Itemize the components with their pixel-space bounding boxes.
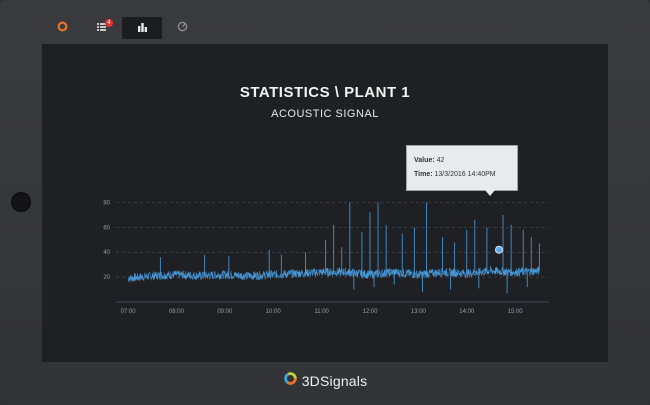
page-title: STATISTICS \ PLANT 1	[239, 84, 411, 101]
x-tick-label: 07:00	[121, 309, 137, 315]
bar-chart-icon	[137, 19, 148, 37]
y-tick-label: 40	[103, 250, 110, 256]
brand-name: 3DSignals	[301, 373, 368, 389]
x-tick-label: 13:00	[411, 309, 427, 315]
x-tick-label: 10:00	[266, 309, 282, 315]
tab-alerts[interactable]: 4	[82, 17, 122, 39]
donut-logo-icon	[57, 19, 68, 37]
tooltip-value: 42	[436, 157, 445, 164]
camera	[11, 192, 31, 212]
tab-gauge[interactable]	[162, 17, 202, 39]
tooltip-time-row: Time: 13/3/2016 14:40PM	[414, 168, 517, 182]
x-tick-label: 12:00	[362, 309, 378, 315]
tab-statistics[interactable]	[122, 17, 162, 39]
acoustic-signal-chart[interactable]: 20 40 60 80 07:00 08:00 09:00 10:00 11:00 12:00 13…	[94, 182, 554, 322]
statistics-screen: STATISTICS \ PLANT 1 ACOUSTIC SIGNAL 20 4…	[42, 44, 608, 362]
tooltip-value-row: Value: 42	[414, 154, 517, 168]
data-point-tooltip: Value: 42 Time: 13/3/2016 14:40PM	[406, 145, 518, 196]
signal-line	[127, 265, 540, 282]
y-tick-label: 20	[103, 275, 110, 281]
tooltip-value-label: Value:	[414, 157, 435, 164]
x-tick-label: 14:00	[459, 309, 475, 315]
brand-ring-icon	[283, 371, 298, 391]
y-tick-label: 80	[103, 200, 110, 206]
highlighted-data-point	[495, 245, 504, 254]
chart-subtitle: ACOUSTIC SIGNAL	[271, 108, 379, 120]
tab-dashboard[interactable]	[42, 17, 82, 39]
alerts-list-icon	[96, 19, 108, 37]
x-tick-label: 08:00	[169, 309, 185, 315]
gauge-icon	[177, 19, 188, 37]
x-tick-label: 15:00	[508, 309, 524, 315]
tooltip-time: 13/3/2016 14:40PM	[434, 171, 496, 178]
y-tick-label: 60	[103, 225, 110, 231]
tab-bar: 4	[42, 17, 202, 39]
tooltip-time-label: Time:	[414, 171, 433, 178]
brand-logo: 3DSignals	[0, 371, 650, 391]
x-tick-label: 11:00	[314, 309, 329, 315]
x-tick-label: 09:00	[217, 309, 233, 315]
alert-count-badge: 4	[105, 19, 113, 27]
